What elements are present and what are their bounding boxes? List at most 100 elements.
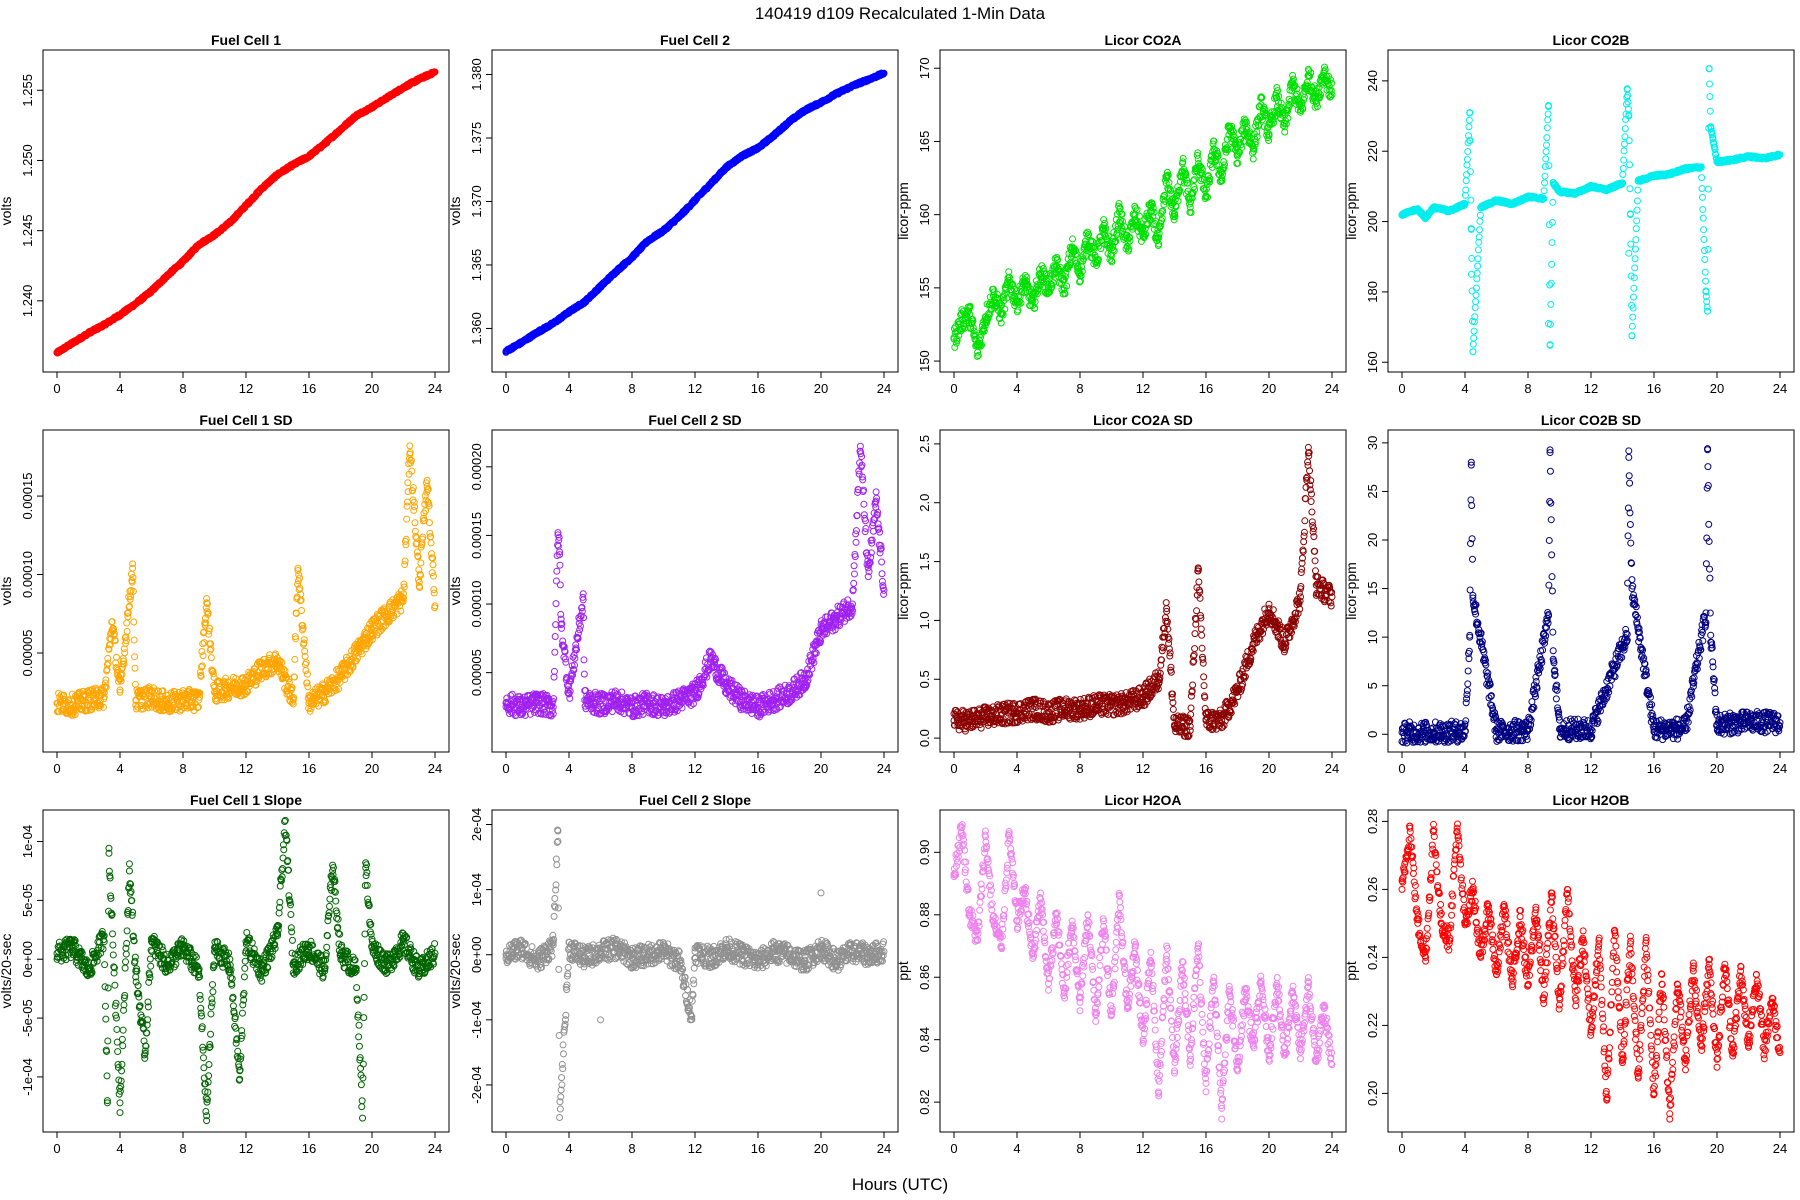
- x-tick-label: 20: [365, 381, 379, 396]
- x-tick-label: 12: [239, 761, 253, 776]
- data-point: [1631, 264, 1639, 272]
- data-point: [1626, 161, 1634, 169]
- data-point: [1472, 291, 1480, 299]
- data-point: [1706, 107, 1714, 115]
- y-tick-label: 180: [1365, 281, 1380, 303]
- data-point: [1628, 332, 1636, 340]
- data-point: [1472, 284, 1480, 292]
- x-tick-label: 8: [1076, 381, 1083, 396]
- data-point: [1470, 334, 1478, 342]
- data-point: [1543, 124, 1551, 132]
- data-point: [1471, 304, 1479, 312]
- y-tick-label: 1.240: [20, 285, 35, 318]
- x-tick-label: 8: [1524, 381, 1531, 396]
- x-tick-label: 0: [53, 381, 60, 396]
- data-point: [1701, 268, 1709, 276]
- y-tick-label: 1.245: [20, 214, 35, 247]
- data-point: [298, 606, 306, 614]
- y-tick-label: 1.365: [469, 249, 484, 282]
- figure-xlabel: Hours (UTC): [852, 1175, 948, 1194]
- data-point: [1474, 246, 1482, 254]
- x-tick-label: 4: [1013, 381, 1020, 396]
- data-point: [112, 653, 120, 661]
- figure-title: 140419 d109 Recalculated 1-Min Data: [755, 4, 1046, 23]
- data-point: [1705, 65, 1713, 73]
- data-points: [950, 63, 1336, 360]
- data-point: [123, 619, 131, 627]
- data-point: [1626, 185, 1634, 193]
- y-tick-label: 1.250: [20, 144, 35, 177]
- data-point: [1473, 269, 1481, 277]
- x-tick-label: 8: [179, 381, 186, 396]
- data-point: [1625, 137, 1633, 145]
- data-point: [1465, 116, 1473, 124]
- data-point: [290, 673, 298, 681]
- data-point: [198, 648, 206, 656]
- plot-frame: [42, 429, 450, 753]
- data-point: [1632, 236, 1640, 244]
- x-tick-label: 16: [302, 761, 316, 776]
- y-tick-label: 1.370: [469, 185, 484, 218]
- x-tick-label: 12: [1584, 381, 1598, 396]
- data-point: [1470, 327, 1478, 335]
- data-point: [303, 670, 311, 678]
- x-tick-label: 4: [116, 761, 123, 776]
- data-point: [121, 649, 129, 657]
- data-point: [1476, 226, 1484, 234]
- data-point: [1541, 179, 1549, 187]
- data-point: [129, 560, 137, 568]
- data-point: [123, 627, 131, 635]
- data-point: [1704, 245, 1712, 253]
- x-tick-label: 24: [877, 381, 891, 396]
- data-point: [130, 636, 138, 644]
- data-point: [1543, 141, 1551, 149]
- x-tick-label: 0: [502, 381, 509, 396]
- data-point: [1469, 340, 1477, 348]
- data-point: [1462, 177, 1470, 185]
- x-tick-label: 16: [302, 381, 316, 396]
- data-point: [1464, 148, 1472, 156]
- y-tick-label: 160: [1365, 351, 1380, 373]
- x-tick-label: 20: [1262, 381, 1276, 396]
- data-point: [1702, 277, 1710, 285]
- panel-title: Licor CO2A: [1104, 32, 1181, 48]
- x-tick-label: 0: [950, 381, 957, 396]
- data-point: [291, 655, 299, 663]
- data-point: [130, 618, 138, 626]
- data-point: [1547, 300, 1555, 308]
- x-tick-label: 0: [53, 761, 60, 776]
- x-tick-label: 4: [116, 381, 123, 396]
- data-point: [1633, 197, 1641, 205]
- data-point: [1631, 255, 1639, 263]
- data-point: [1473, 275, 1481, 283]
- x-tick-label: 12: [1136, 381, 1150, 396]
- panel-title: Fuel Cell 2: [660, 32, 730, 48]
- panel-title: Fuel Cell 1: [211, 32, 281, 48]
- data-point: [1629, 313, 1637, 321]
- data-point: [199, 652, 207, 660]
- data-point: [1699, 206, 1707, 214]
- x-tick-label: 20: [814, 381, 828, 396]
- data-point: [1469, 348, 1477, 356]
- data-point: [1543, 134, 1551, 142]
- x-tick-label: 0: [1398, 381, 1405, 396]
- y-axis-label: licor-ppm: [1343, 182, 1359, 240]
- y-tick-label: 150: [917, 350, 932, 372]
- data-point: [1542, 155, 1550, 163]
- data-point: [131, 664, 139, 672]
- data-point: [1627, 240, 1635, 248]
- data-point: [1704, 307, 1712, 315]
- data-point: [1704, 185, 1712, 193]
- data-point: [1631, 245, 1639, 253]
- x-tick-label: 24: [428, 381, 442, 396]
- data-point: [1465, 123, 1473, 131]
- data-point: [1699, 214, 1707, 222]
- data-point: [1620, 147, 1628, 155]
- x-tick-label: 16: [1199, 381, 1213, 396]
- data-point: [1700, 236, 1708, 244]
- data-points: [53, 442, 439, 719]
- y-tick-label: 240: [1365, 70, 1380, 92]
